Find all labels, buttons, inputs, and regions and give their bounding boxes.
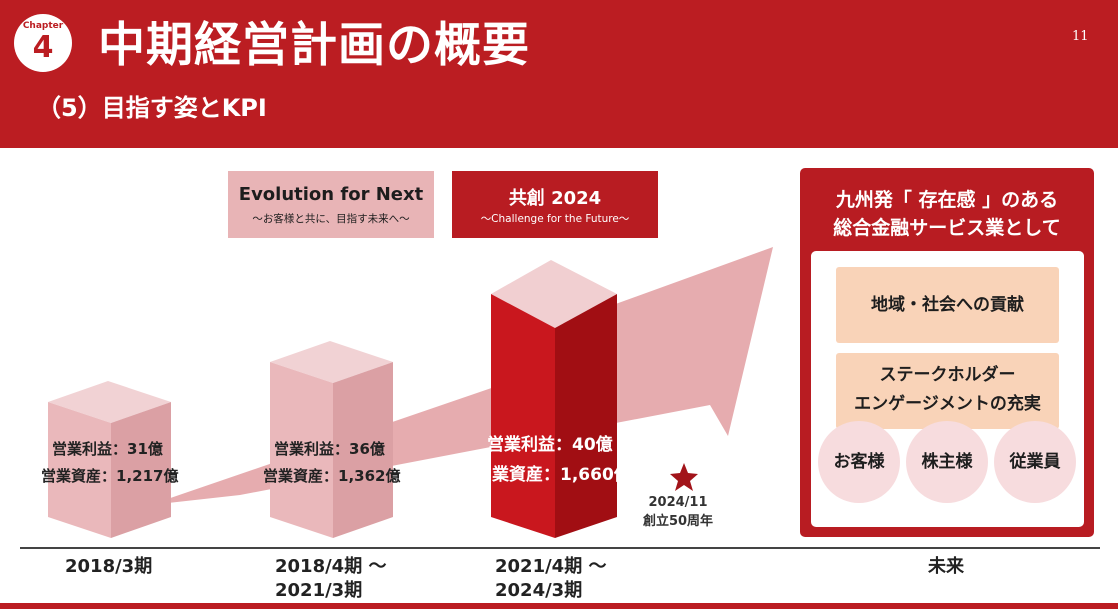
future-heading: 九州発「 存在感 」のある 総合金融サービス業として [800, 186, 1094, 242]
future-heading-line1: 九州発「 存在感 」のある [835, 189, 1059, 211]
period-2018: 2018/3期 [65, 555, 152, 579]
growth-arrow [150, 247, 773, 505]
period-future: 未来 [928, 555, 964, 579]
period-line: 2018/3期 [65, 556, 153, 577]
header-banner: Chapter 4 中期経営計画の概要 11 （5）目指す姿とKPI [0, 0, 1118, 148]
anniversary-note: 2024/11 創立50周年 [632, 493, 724, 531]
metric-assets-2024: 営業資産：1,660億 [475, 465, 631, 485]
stakeholder-customers: お客様 [818, 421, 900, 503]
page-number: 11 [1072, 29, 1089, 44]
phase-title: Evolution for Next [238, 184, 424, 205]
chapter-number: 4 [32, 30, 54, 65]
period-line: 2018/4期 ～ [275, 556, 387, 577]
metric-profit-2021: 営業利益：36億 [274, 440, 385, 458]
future-goals-box: 地域・社会への貢献 ステークホルダー エンゲージメントの充実 お客様 株主様 従… [811, 251, 1084, 527]
phase-title: 共創 2024 [508, 188, 602, 209]
phase-evolution-box: Evolution for Next ～お客様と共に、目指す未来へ～ [228, 171, 434, 238]
future-heading-line2: 総合金融サービス業として [833, 217, 1061, 239]
metric-assets-2018: 営業資産：1,217億 [41, 467, 179, 485]
goal-community: 地域・社会への貢献 [836, 267, 1059, 343]
block-2018-2021 [270, 341, 393, 538]
period-line: 未来 [928, 556, 964, 577]
period-line: 2021/4期 ～ [495, 556, 607, 577]
section-subtitle: （5）目指す姿とKPI [37, 94, 267, 122]
goal-line: エンゲージメントの充実 [854, 394, 1041, 414]
stakeholder-shareholders: 株主様 [906, 421, 988, 503]
metric-profit-2018: 営業利益：31億 [52, 440, 163, 458]
stakeholder-employees: 従業員 [994, 421, 1076, 503]
anniversary-label: 創立50周年 [642, 514, 714, 529]
period-line: 2021/3期 [275, 580, 363, 601]
chapter-badge: Chapter 4 [14, 14, 72, 72]
metric-assets-2021: 営業資産：1,362億 [263, 467, 401, 485]
phase-subtitle: ～Challenge for the Future～ [480, 213, 630, 225]
anniversary-date: 2024/11 [648, 495, 708, 510]
metric-profit-2024: 営業利益：40億 [487, 435, 613, 455]
timeline-axis [20, 547, 1100, 549]
future-vision-panel: 九州発「 存在感 」のある 総合金融サービス業として 地域・社会への貢献 ステー… [800, 168, 1094, 537]
chapter-label: Chapter [22, 21, 64, 31]
block-2018 [48, 381, 171, 538]
goal-line: ステークホルダー [879, 365, 1016, 385]
period-line: 2024/3期 [495, 580, 583, 601]
phase-subtitle: ～お客様と共に、目指す未来へ～ [252, 213, 410, 225]
star-icon [670, 463, 698, 491]
goal-stakeholder-engagement: ステークホルダー エンゲージメントの充実 [836, 353, 1059, 429]
period-2021-2024: 2021/4期 ～ 2024/3期 [495, 555, 606, 603]
growth-diagram [48, 247, 773, 538]
page-title: 中期経営計画の概要 [98, 18, 530, 73]
block-2021-2024 [491, 260, 617, 538]
footer-bar [0, 603, 1118, 609]
period-2018-2021: 2018/4期 ～ 2021/3期 [275, 555, 386, 603]
phase-kyoso-box: 共創 2024 ～Challenge for the Future～ [452, 171, 658, 238]
